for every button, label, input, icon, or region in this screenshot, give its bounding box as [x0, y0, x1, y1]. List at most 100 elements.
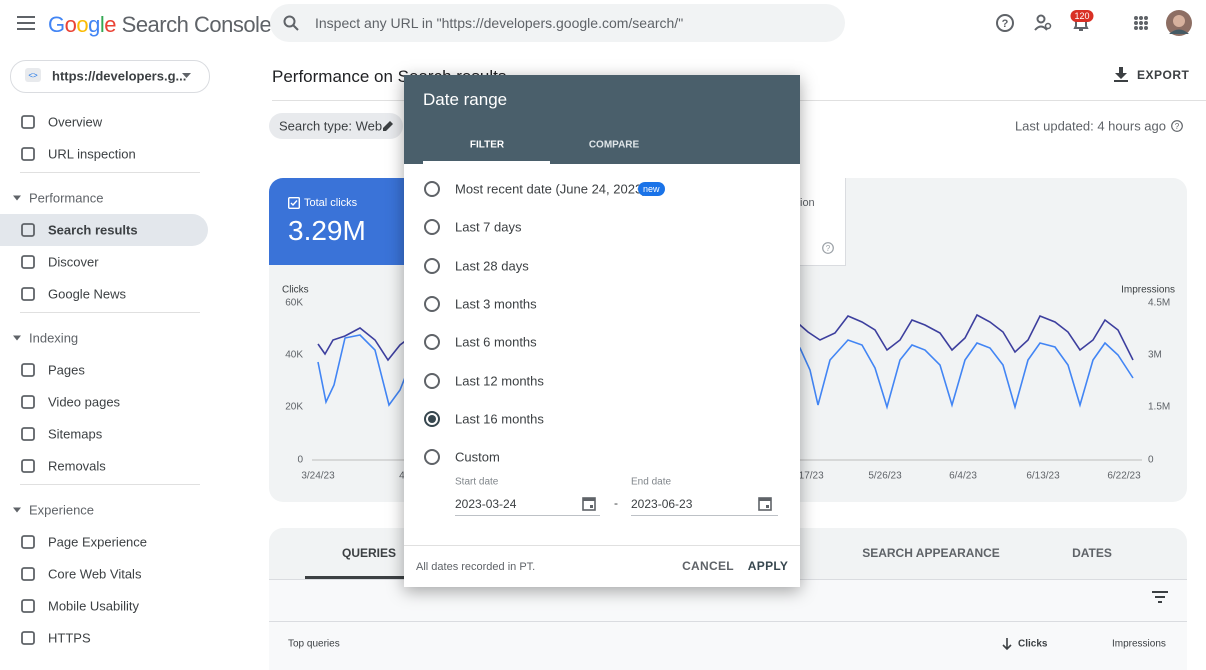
end-date-label: End date [631, 476, 672, 488]
radio[interactable] [424, 334, 440, 351]
logo-text: Google [48, 12, 117, 37]
table-header: Top queries [288, 638, 340, 650]
table-header[interactable]: Clicks [1018, 638, 1048, 650]
nav-item[interactable]: Google News [48, 286, 127, 302]
apply-button[interactable]: APPLY [747, 559, 789, 573]
nav-item[interactable]: Mobile Usability [48, 598, 140, 614]
y2-tick-label: 4.5M [1148, 297, 1171, 309]
nav-item[interactable]: Removals [48, 458, 106, 474]
filter-chip[interactable] [269, 113, 403, 139]
metric-checkbox[interactable] [287, 196, 301, 210]
search-box[interactable] [270, 4, 845, 42]
nav-icon [21, 631, 35, 645]
nav-item[interactable]: HTTPS [48, 630, 91, 646]
dialog-tab[interactable]: COMPARE [588, 139, 640, 151]
nav-item[interactable]: Discover [48, 254, 99, 270]
nav-item[interactable]: Search results [48, 222, 138, 238]
section-arrow[interactable] [13, 195, 21, 201]
property-selector[interactable] [10, 60, 210, 93]
divider [20, 312, 200, 313]
y2-tick-label: 3M [1148, 349, 1162, 361]
nav-icon [21, 255, 35, 269]
avatar[interactable] [1166, 10, 1192, 36]
footer-note: All dates recorded in PT. [416, 561, 536, 573]
y2-tick-label: 0 [1148, 454, 1154, 466]
radio[interactable] [424, 410, 440, 427]
nav-item[interactable]: Sitemaps [48, 426, 103, 442]
x-tick-label: 6/13/23 [1026, 470, 1060, 482]
nav-item[interactable]: Page Experience [48, 534, 148, 550]
help-icon[interactable]: ? [996, 14, 1014, 32]
impressions-line [317, 327, 421, 362]
property-icon: <> [25, 68, 41, 82]
divider [20, 484, 200, 485]
nav-item[interactable]: Overview [48, 114, 103, 130]
date-separator: - [614, 496, 618, 510]
section-title[interactable]: Indexing [29, 330, 79, 346]
search-placeholder: Inspect any URL in "https://developers.g… [315, 15, 684, 31]
export-button[interactable]: EXPORT [1137, 68, 1190, 82]
svg-text:?: ? [1002, 18, 1009, 30]
tab[interactable]: SEARCH APPEARANCE [862, 546, 1000, 560]
nav-item[interactable]: Video pages [48, 394, 121, 410]
help-icon[interactable]: ? [822, 242, 834, 254]
table-header[interactable]: Impressions [1112, 638, 1166, 650]
dialog-header [404, 75, 800, 164]
nav-icon [21, 363, 35, 377]
left-axis-title: Clicks [282, 284, 309, 296]
radio[interactable] [424, 181, 440, 197]
tab[interactable]: DATES [1072, 546, 1112, 560]
sort-icon[interactable] [1002, 638, 1012, 651]
section-title[interactable]: Experience [29, 502, 95, 518]
cancel-button[interactable]: CANCEL [682, 559, 734, 573]
radio[interactable] [424, 295, 440, 312]
metric-label: Total clicks [304, 197, 358, 209]
option-label[interactable]: Last 6 months [455, 334, 537, 350]
logo[interactable]: Google Search Console [48, 12, 272, 38]
last-updated: Last updated: 4 hours ago [1014, 118, 1166, 134]
radio[interactable] [424, 449, 440, 466]
dialog-title: Date range [423, 90, 508, 109]
calendar-icon[interactable] [582, 496, 596, 511]
nav-icon [21, 287, 35, 301]
users-icon[interactable] [1034, 14, 1052, 32]
option-label[interactable]: Custom [455, 449, 500, 465]
option-label[interactable]: Last 28 days [455, 258, 529, 274]
apps-icon[interactable] [1134, 16, 1148, 30]
y-tick-label: 40K [285, 349, 303, 361]
option-label[interactable]: Last 3 months [455, 296, 537, 312]
nav-icon [21, 459, 35, 473]
logo-letter: o [64, 12, 77, 37]
menu-icon[interactable] [17, 15, 35, 31]
start-date-input[interactable]: 2023-03-24 [455, 497, 517, 511]
option-label[interactable]: Last 16 months [455, 411, 544, 427]
nav-item[interactable]: Core Web Vitals [48, 566, 142, 582]
nav-icon [21, 115, 35, 129]
edit-icon[interactable] [383, 120, 394, 131]
option-label[interactable]: Last 12 months [455, 373, 544, 388]
filter-icon[interactable] [1152, 591, 1168, 603]
x-tick-label: 6/22/23 [1107, 470, 1141, 482]
calendar-icon[interactable] [758, 496, 772, 511]
radio[interactable] [424, 219, 440, 236]
nav-item[interactable]: URL inspection [48, 146, 136, 162]
option-label[interactable]: Most recent date (June 24, 2023) [455, 181, 647, 197]
radio-dot [428, 414, 436, 423]
dialog-tab[interactable]: FILTER [469, 139, 505, 151]
divider [269, 621, 1187, 622]
nav-item[interactable]: Pages [48, 362, 85, 378]
tab[interactable]: QUERIES [341, 546, 397, 560]
help-icon[interactable]: ? [1171, 120, 1183, 132]
radio[interactable] [424, 257, 440, 274]
nav-icon [21, 223, 35, 237]
end-date-input[interactable]: 2023-06-23 [631, 497, 693, 511]
table-body [269, 580, 1187, 670]
section-arrow[interactable] [13, 507, 21, 513]
section-arrow[interactable] [13, 335, 21, 341]
metric-label: ion [800, 197, 815, 209]
radio[interactable] [424, 372, 440, 389]
logo-letter: l [99, 12, 105, 37]
option-label[interactable]: Last 7 days [455, 219, 522, 235]
section-title[interactable]: Performance [29, 190, 104, 206]
metric-value: 3.29M [288, 215, 366, 246]
